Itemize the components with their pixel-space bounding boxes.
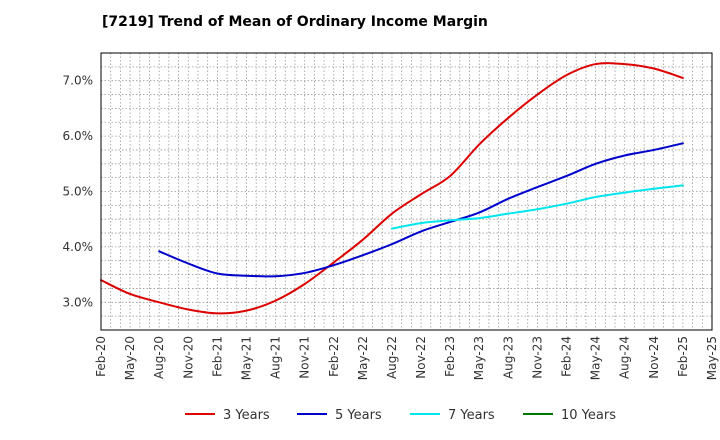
series-line-3-years — [100, 62, 684, 315]
grid-layer — [101, 53, 712, 330]
y-tick-label: 6.0% — [63, 129, 94, 143]
plot-frame — [100, 52, 713, 331]
x-tick-label: Aug-22 — [385, 336, 399, 379]
x-tick-label: Nov-20 — [181, 336, 195, 379]
x-tick-label: May-20 — [123, 336, 137, 380]
x-tick-label: Aug-23 — [501, 336, 515, 379]
legend-label-7-years: 7 Years — [448, 408, 495, 423]
x-tick-label: Feb-21 — [210, 336, 224, 377]
x-tick-label: Nov-21 — [298, 336, 312, 379]
x-axis-ticks: Feb-20 May-20 Aug-20 Nov-20 Feb-21 May-21 Aug-… — [94, 336, 719, 380]
y-tick-label: 7.0% — [63, 74, 94, 88]
y-tick-label: 4.0% — [63, 240, 94, 254]
y-tick-label: 3.0% — [63, 295, 94, 309]
legend: 3 Years 5 Years 7 Years 10 Years — [185, 408, 616, 423]
x-tick-label: Aug-24 — [618, 336, 632, 379]
x-tick-label: Nov-23 — [530, 336, 544, 379]
x-tick-label: Feb-23 — [443, 336, 457, 377]
series-line-5-years — [158, 142, 684, 278]
x-tick-label: May-25 — [705, 336, 719, 380]
chart-title: [7219] Trend of Mean of Ordinary Income … — [102, 14, 488, 30]
x-tick-label: May-23 — [472, 336, 486, 380]
x-tick-label: Feb-25 — [676, 336, 690, 377]
x-tick-label: Feb-20 — [94, 336, 108, 377]
series-layer — [100, 62, 684, 315]
y-tick-label: 5.0% — [63, 185, 94, 199]
x-tick-label: May-22 — [356, 336, 370, 380]
legend-label-10-years: 10 Years — [561, 408, 616, 423]
x-tick-label: Nov-24 — [647, 336, 661, 379]
x-tick-label: Feb-24 — [560, 336, 574, 377]
series-line-7-years — [390, 184, 684, 230]
x-tick-label: May-21 — [239, 336, 253, 380]
x-tick-label: Nov-22 — [414, 336, 428, 379]
legend-label-3-years: 3 Years — [223, 408, 270, 423]
x-tick-label: Feb-22 — [327, 336, 341, 377]
x-tick-label: Aug-21 — [269, 336, 283, 379]
x-tick-label: May-24 — [589, 336, 603, 380]
x-tick-label: Aug-20 — [152, 336, 166, 379]
legend-label-5-years: 5 Years — [335, 408, 382, 423]
y-axis-ticks: 3.0% 4.0% 5.0% 6.0% 7.0% — [63, 74, 94, 310]
